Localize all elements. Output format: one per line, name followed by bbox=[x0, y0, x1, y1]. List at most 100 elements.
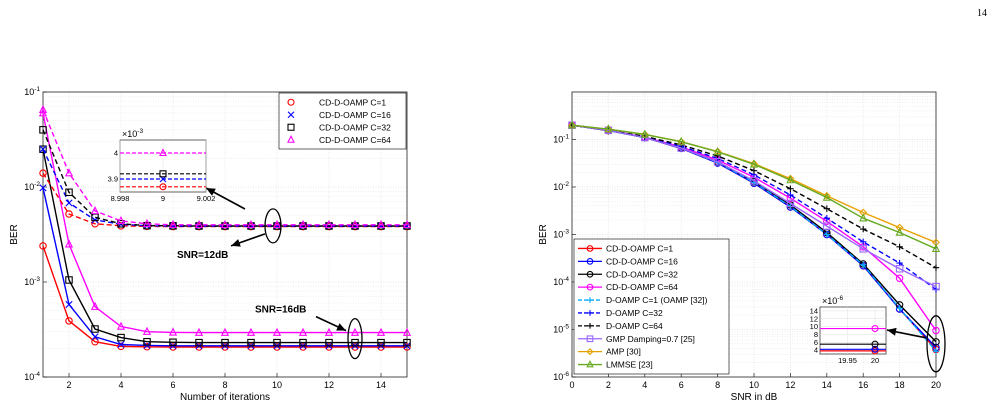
data-point bbox=[786, 199, 795, 208]
data-point bbox=[90, 301, 100, 310]
x-tick-label: 2 bbox=[606, 380, 611, 390]
data-point bbox=[299, 343, 307, 351]
inset-x-tick-label: 20 bbox=[871, 356, 879, 365]
legend-marker bbox=[586, 348, 594, 356]
data-point bbox=[325, 343, 333, 351]
x-tick-label: 14 bbox=[822, 380, 832, 390]
legend-marker bbox=[287, 98, 295, 106]
legend-marker bbox=[586, 360, 594, 368]
x-tick-label: 6 bbox=[679, 380, 684, 390]
inset-x-tick-label: 9 bbox=[161, 194, 165, 203]
data-point bbox=[324, 219, 334, 229]
data-point bbox=[298, 327, 308, 336]
inset-data-point bbox=[159, 148, 167, 157]
arrow-head bbox=[206, 188, 216, 196]
inset-y-tick-label: 3.9 bbox=[108, 175, 118, 184]
annotation-label-snr16: SNR=16dB bbox=[255, 305, 306, 316]
data-point bbox=[65, 199, 73, 207]
legend-item: D-OAMP C=1 (OAMP [32]) bbox=[578, 295, 708, 305]
data-point bbox=[677, 136, 686, 145]
data-point bbox=[713, 158, 722, 166]
data-point bbox=[932, 282, 940, 291]
legend-marker bbox=[587, 310, 593, 316]
legend-label: CD-D-OAMP C=64 bbox=[319, 135, 391, 145]
data-point bbox=[143, 343, 151, 351]
highlight-ellipse bbox=[347, 317, 363, 360]
data-point bbox=[91, 337, 99, 346]
x-tick-label: 8 bbox=[715, 380, 720, 390]
legend-item: CD-D-OAMP C=64 bbox=[287, 135, 391, 145]
data-point bbox=[39, 145, 47, 153]
legend-item: LMMSE [23] bbox=[578, 360, 653, 370]
data-point bbox=[376, 219, 386, 229]
data-point bbox=[895, 223, 904, 232]
inset-exponent-label: ×10-6 bbox=[822, 295, 843, 306]
y-tick-label: 10-4 bbox=[24, 371, 40, 382]
data-point bbox=[168, 219, 178, 229]
x-tick-label: 16 bbox=[858, 380, 868, 390]
data-point bbox=[351, 343, 359, 351]
legend-label: D-OAMP C=64 bbox=[606, 321, 663, 331]
data-point bbox=[787, 185, 794, 192]
legend: CD-D-OAMP C=1 CD-D-OAMP C=16 CD-D-OAMP C=3… bbox=[573, 238, 730, 375]
inset-y-tick-label: 12 bbox=[810, 314, 818, 323]
data-point bbox=[896, 305, 903, 312]
series-10 bbox=[567, 120, 941, 253]
y-tick-label: 10-2 bbox=[553, 181, 569, 192]
data-point bbox=[351, 338, 359, 347]
data-point bbox=[640, 129, 649, 138]
series-line bbox=[42, 148, 407, 227]
data-point bbox=[273, 222, 281, 230]
y-tick-label: 10-3 bbox=[553, 229, 569, 240]
inset-y-tick-label: 6 bbox=[814, 338, 818, 347]
legend-item: CD-D-OAMP C=1 bbox=[578, 243, 673, 253]
data-point bbox=[272, 219, 282, 229]
data-point bbox=[220, 327, 230, 336]
data-point bbox=[896, 243, 903, 251]
data-point bbox=[713, 146, 722, 156]
data-point bbox=[750, 167, 758, 174]
data-point bbox=[895, 265, 904, 273]
data-point bbox=[143, 337, 151, 346]
annotation-arrow bbox=[230, 233, 266, 247]
annotations: SNR=12dB SNR=16dB bbox=[177, 187, 363, 360]
legend-item: AMP [30] bbox=[578, 347, 641, 357]
data-point bbox=[64, 239, 74, 248]
series-4 bbox=[38, 108, 412, 336]
legend-label: GMP Damping=0.7 [25] bbox=[606, 334, 695, 344]
data-point bbox=[142, 326, 152, 335]
data-point bbox=[39, 126, 47, 134]
data-point bbox=[221, 338, 229, 347]
series-line bbox=[42, 245, 407, 348]
x-tick-label: 6 bbox=[170, 380, 175, 390]
data-point bbox=[377, 338, 385, 347]
legend-marker bbox=[586, 270, 594, 278]
inset-y-tick-label: 4 bbox=[114, 149, 118, 158]
data-point bbox=[604, 124, 613, 133]
data-point bbox=[350, 219, 360, 229]
data-point bbox=[932, 326, 940, 335]
data-point bbox=[194, 219, 204, 229]
data-point bbox=[932, 264, 940, 271]
data-point bbox=[117, 342, 125, 351]
data-point bbox=[895, 274, 904, 282]
data-point bbox=[403, 338, 411, 347]
y-axis-label: BER bbox=[9, 224, 20, 245]
y-tick-label: 10-3 bbox=[24, 276, 40, 287]
x-axis-label: Number of iterations bbox=[180, 392, 270, 403]
y-tick-label: 10-1 bbox=[24, 86, 40, 97]
series-group bbox=[567, 120, 941, 355]
data-point bbox=[860, 261, 867, 269]
series-group bbox=[38, 104, 412, 351]
legend-marker bbox=[287, 123, 295, 131]
data-point bbox=[65, 317, 73, 325]
inset-x-tick-label: 9.002 bbox=[197, 194, 216, 203]
data-point bbox=[247, 343, 255, 351]
data-point bbox=[932, 338, 940, 346]
legend-marker bbox=[586, 258, 594, 265]
page-number: 14 bbox=[977, 8, 987, 19]
x-tick-label: 10 bbox=[749, 380, 759, 390]
x-tick-label: 4 bbox=[118, 380, 123, 390]
data-point bbox=[299, 222, 307, 230]
